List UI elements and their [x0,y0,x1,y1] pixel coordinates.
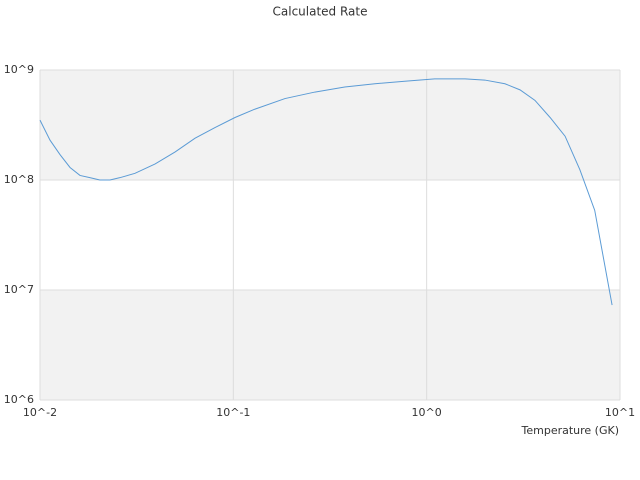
plot-band [40,290,620,400]
y-tick-label: 10^6 [4,393,34,406]
x-tick-label: 10^0 [412,406,442,419]
plot-band [40,70,620,180]
x-tick-label: 10^-1 [216,406,250,419]
x-tick-label: 10^-2 [23,406,57,419]
x-axis-label: Temperature (GK) [521,424,620,437]
y-tick-label: 10^8 [4,173,34,186]
y-tick-label: 10^9 [4,63,34,76]
x-tick-label: 10^1 [605,406,635,419]
chart-title: Calculated Rate [273,5,368,19]
data-line [39,78,613,306]
y-tick-label: 10^7 [4,283,34,296]
